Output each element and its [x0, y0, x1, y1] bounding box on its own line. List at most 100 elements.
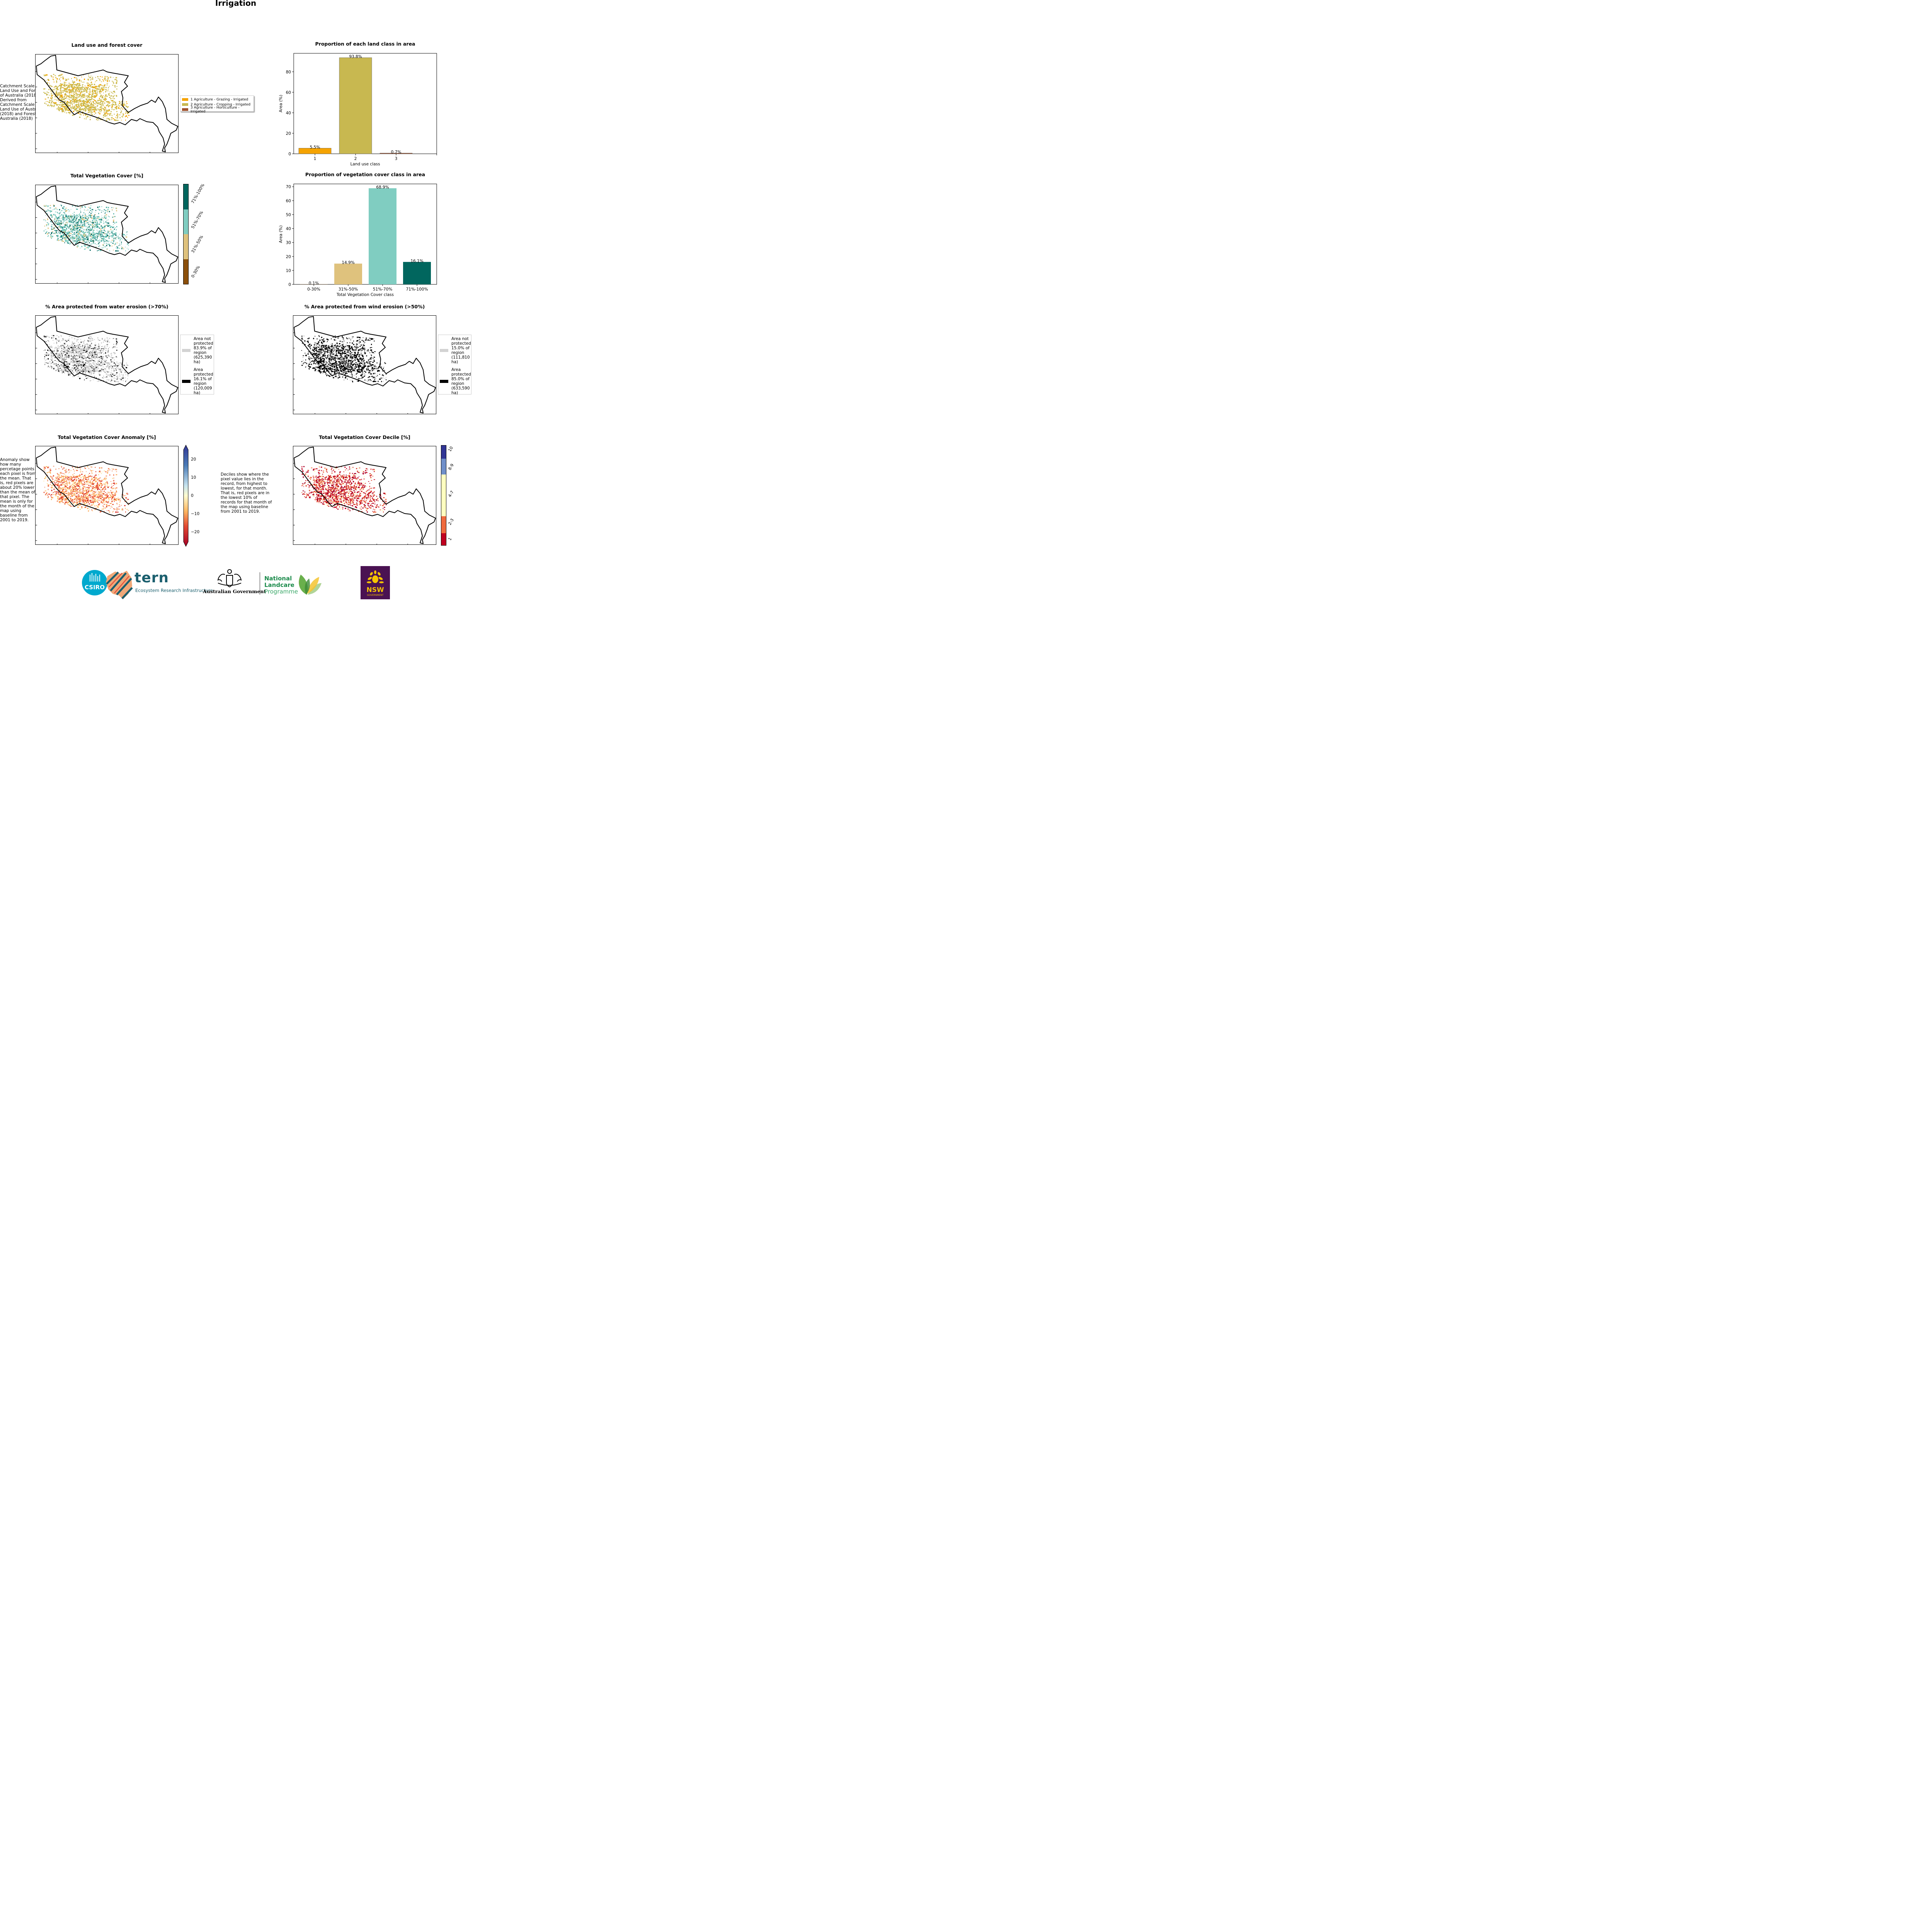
colorbar-tick: −20 — [191, 530, 200, 534]
legend-item-horticulture: 3 Agriculture - Horticulture - Irrigated — [182, 106, 252, 114]
decile-map-title: Total Vegetation Cover Decile [%] — [319, 434, 410, 440]
y-tick-label: 40 — [286, 227, 291, 231]
bar — [369, 188, 397, 284]
nsw-government-logo: NSW GOVERNMENT — [361, 566, 390, 599]
legend-swatch — [182, 349, 191, 352]
veg-class-chart: 0 10 20 30 40 50 60 70 0.1% 0-30% 14.9% 31%-50% 68.9… — [267, 181, 441, 298]
colorbar-label: 10 — [447, 446, 454, 452]
anomaly-colorbar — [183, 444, 189, 547]
land-class-chart-title: Proportion of each land class in area — [315, 41, 415, 47]
coat-of-arms-logo — [217, 569, 242, 588]
page-title: Irrigation — [215, 0, 257, 8]
legend-swatch — [182, 98, 188, 101]
aus-gov-wordmark: Australian Government — [203, 588, 266, 594]
y-tick-label: 10 — [286, 269, 291, 273]
x-axis-label: Land use class — [351, 162, 380, 166]
logo-strip: CSIRO tern Ecosystem Research Infrastruc… — [0, 566, 471, 605]
colorbar-segment — [441, 474, 446, 517]
anomaly-map-title: Total Vegetation Cover Anomaly [%] — [58, 434, 156, 440]
legend-swatch — [440, 380, 448, 383]
land-use-map-title: Land use and forest cover — [71, 42, 143, 48]
colorbar-segment — [184, 234, 188, 259]
bar-data-label: 16.1% — [410, 259, 423, 264]
map-canvas — [293, 447, 436, 544]
legend-item-protected: Area protected 16.1% of region (120,009 … — [182, 367, 213, 395]
region-boundary — [36, 55, 178, 152]
wind-erosion-map — [293, 315, 436, 414]
wind-erosion-legend: Area not protected 15.0% of region (111,… — [438, 335, 471, 395]
csiro-logo: CSIRO — [82, 570, 107, 595]
bar — [339, 57, 372, 154]
x-tick-label: 0-30% — [307, 287, 320, 292]
veg-class-chart-svg: 0 10 20 30 40 50 60 70 0.1%0-30% 14.9% 31%-50% 68.9… — [279, 184, 437, 297]
colorbar-tick: 20 — [191, 457, 196, 462]
y-tick-label: 40 — [286, 111, 291, 116]
legend-swatch — [182, 108, 188, 111]
bar-data-label: 0.7% — [391, 150, 402, 155]
colorbar-label: 8-9 — [447, 463, 455, 471]
colorbar-segment — [441, 516, 446, 534]
bar — [334, 264, 362, 284]
veg-cover-map-title: Total Vegetation Cover [%] — [70, 173, 143, 179]
legend-label: Area protected 85.0% of region (633,590 … — [451, 367, 471, 395]
region-boundary — [294, 447, 436, 544]
land-use-legend: 1 Agriculture - Grazing - Irrigated 2 Ag… — [180, 95, 254, 114]
landcare-line-3: Programme — [264, 588, 298, 595]
map-pixels — [43, 335, 129, 383]
x-tick-label: 1 — [314, 156, 317, 161]
veg-class-chart-title: Proportion of vegetation cover class in … — [305, 172, 425, 177]
csiro-logo-text: CSIRO — [85, 584, 105, 591]
tern-subtitle: Ecosystem Research Infrastructure — [135, 588, 213, 593]
legend-label: 1 Agriculture - Grazing - Irrigated — [191, 97, 248, 102]
land-class-chart: 0 20 40 60 80 5.5% 1 93.8% 2 0.7% 3 Land use class A… — [267, 50, 441, 167]
colorbar-segment — [184, 259, 188, 284]
colorbar-segment — [441, 458, 446, 474]
region-boundary — [36, 316, 178, 413]
map-canvas — [36, 447, 178, 544]
land-use-map — [35, 54, 179, 153]
y-tick-label: 60 — [286, 199, 291, 203]
colorbar-tick: −10 — [191, 512, 200, 516]
colorbar-segment — [184, 184, 188, 209]
landcare-line-2: Landcare — [264, 582, 294, 588]
decile-side-note: Deciles show where the pixel value lies … — [221, 472, 272, 514]
map-pixels — [43, 204, 129, 252]
legend-swatch — [182, 103, 188, 106]
landcare-leaf-logo — [299, 575, 322, 595]
tern-wordmark: tern — [134, 570, 169, 586]
nsw-wordmark: NSW — [366, 586, 384, 594]
legend-label: 2 Agriculture - Cropping - Irrigated — [191, 102, 251, 107]
colorbar-segment — [441, 446, 446, 459]
x-tick-label: 51%-70% — [373, 287, 392, 292]
waratah-icon — [367, 570, 384, 583]
legend-item-grazing: 1 Agriculture - Grazing - Irrigated — [182, 97, 252, 102]
colorbar-label: 51%-70% — [190, 210, 204, 230]
y-tick-label: 30 — [286, 241, 291, 245]
x-tick-label: 71%-100% — [406, 287, 428, 292]
anomaly-side-note: Anomaly show how many percetage points e… — [0, 457, 36, 522]
bar-data-label: 93.8% — [349, 54, 362, 59]
plot-frame — [293, 184, 437, 285]
bar-data-label: 14.9% — [342, 260, 354, 265]
legend-label: Area not protected 15.0% of region (111,… — [451, 337, 471, 364]
colorbar-label: 1 — [447, 537, 453, 541]
map-canvas — [36, 185, 178, 283]
map-pixels — [301, 466, 387, 513]
region-boundary — [36, 185, 178, 283]
y-tick-label: 60 — [286, 90, 291, 95]
legend-item-not-protected: Area not protected 83.9% of region (625,… — [182, 337, 213, 364]
colorbar-label: 71%-100% — [190, 183, 206, 204]
region-boundary — [294, 316, 436, 413]
x-tick-label: 2 — [354, 156, 357, 161]
y-tick-label: 20 — [286, 131, 291, 136]
y-tick-label: 0 — [288, 152, 291, 156]
anomaly-map — [35, 446, 179, 545]
land-class-chart-svg: 0 20 40 60 80 5.5% 1 93.8% 2 0.7%3 Land use class A… — [279, 53, 437, 167]
colorbar-segment — [184, 209, 188, 234]
colorbar-label: 31%-50% — [190, 235, 204, 254]
tern-australia-logo — [106, 571, 133, 599]
legend-item-cropping: 2 Agriculture - Cropping - Irrigated — [182, 102, 252, 107]
y-tick-label: 50 — [286, 213, 291, 217]
landcare-line-1: National — [264, 575, 292, 582]
colorbar-label: 2-3 — [447, 518, 455, 526]
